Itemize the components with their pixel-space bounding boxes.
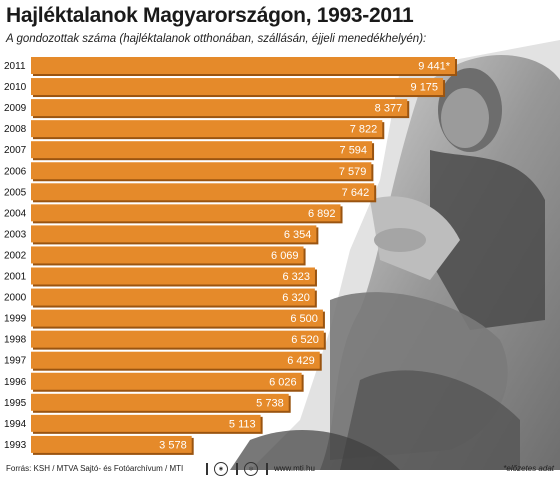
- bar: [31, 120, 383, 138]
- year-label: 2004: [4, 208, 27, 219]
- bar: [31, 141, 373, 159]
- website-text: www.mti.hu: [274, 464, 315, 473]
- bar-value-label: 6 320: [282, 292, 310, 304]
- bar-value-label: 5 113: [229, 418, 256, 430]
- year-label: 1996: [4, 377, 27, 388]
- year-label: 2009: [4, 103, 27, 114]
- year-label: 1995: [4, 398, 27, 409]
- year-label: 2006: [4, 166, 27, 177]
- bar: [31, 246, 304, 264]
- bar: [31, 267, 315, 285]
- separator: [206, 463, 208, 475]
- bar: [31, 309, 323, 327]
- bar-value-label: 5 738: [256, 397, 284, 409]
- year-label: 2002: [4, 250, 27, 261]
- year-label: 1993: [4, 440, 27, 451]
- year-label: 1998: [4, 335, 27, 346]
- year-label: 1997: [4, 356, 27, 367]
- bar-value-label: 6 520: [291, 334, 319, 346]
- year-label: 2011: [4, 61, 26, 72]
- bar-value-label: 8 377: [375, 103, 403, 115]
- bar: [31, 288, 315, 306]
- bar: [31, 162, 372, 180]
- year-label: 2001: [4, 272, 27, 283]
- bar-value-label: 6 354: [284, 229, 312, 241]
- mti-logo-icon: ◎: [244, 462, 258, 476]
- year-label: 2008: [4, 124, 27, 135]
- year-label: 2010: [4, 82, 27, 93]
- bar-value-label: 6 069: [271, 250, 299, 262]
- chart-subtitle: A gondozottak száma (hajléktalanok ottho…: [6, 33, 427, 45]
- year-label: 2005: [4, 187, 27, 198]
- footer: Forrás: KSH / MTVA Sajtó- és Fotóarchívu…: [6, 462, 554, 478]
- bar-value-label: 7 822: [350, 124, 378, 136]
- year-label: 1994: [4, 419, 27, 430]
- source-text: Forrás: KSH / MTVA Sajtó- és Fotóarchívu…: [6, 464, 184, 473]
- bar-value-label: 6 323: [282, 271, 310, 283]
- year-label: 2003: [4, 229, 27, 240]
- mtva-logo-icon: ◉: [214, 462, 228, 476]
- bar-value-label: 6 892: [308, 208, 336, 220]
- bar: [31, 435, 192, 453]
- bar: [31, 204, 341, 222]
- bar-value-label: 3 578: [159, 439, 187, 451]
- bar-value-label: 6 026: [269, 376, 297, 388]
- bar-value-label: 7 594: [340, 145, 368, 157]
- separator: [266, 463, 268, 475]
- bar-value-label: 6 500: [290, 313, 318, 325]
- bar: [31, 351, 320, 369]
- bar-value-label: 9 175: [411, 82, 439, 94]
- bar-value-label: 7 579: [339, 166, 367, 178]
- bar: [31, 78, 444, 96]
- bar-value-label: 6 429: [287, 355, 315, 367]
- separator: [236, 463, 238, 475]
- bar: [31, 57, 455, 74]
- bar: [31, 183, 375, 201]
- bar: [31, 99, 408, 117]
- bar: [31, 372, 302, 390]
- bar: [31, 225, 317, 243]
- year-label: 2007: [4, 145, 27, 156]
- year-label: 1999: [4, 314, 27, 325]
- bar: [31, 414, 261, 432]
- bar-value-label: 7 642: [342, 187, 370, 199]
- bar: [31, 393, 289, 411]
- bar: [31, 330, 324, 348]
- bar-value-label: 9 441*: [418, 61, 451, 73]
- chart-title: Hajléktalanok Magyarországon, 1993-2011: [6, 4, 414, 27]
- year-label: 2000: [4, 293, 27, 304]
- preliminary-note: *előzetes adat: [503, 464, 554, 473]
